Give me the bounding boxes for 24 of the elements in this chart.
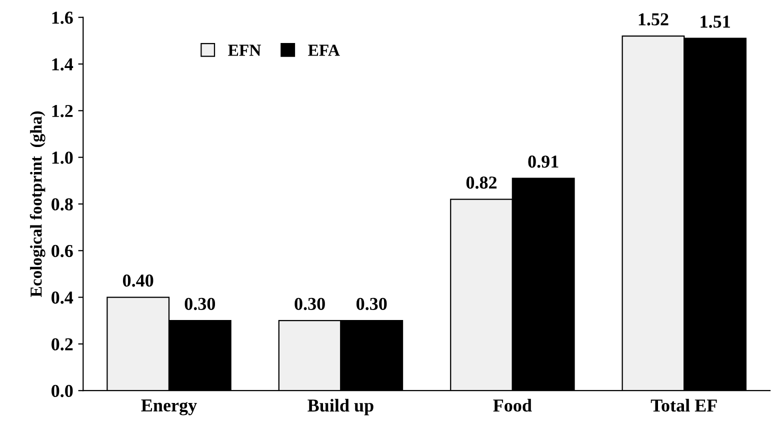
y-tick-label: 0.4 <box>52 292 74 304</box>
legend-label: EFA <box>308 44 340 56</box>
data-label: 0.30 <box>294 298 325 310</box>
y-axis-title: Ecological footprint (gha) <box>30 111 46 297</box>
data-label: 0.82 <box>466 176 497 189</box>
x-tick-label: Food <box>493 398 532 412</box>
x-tick-label: Build up <box>308 398 374 416</box>
legend-label: EFN <box>228 44 261 56</box>
y-tick-label: 1.6 <box>52 12 73 24</box>
x-tick-label: Energy <box>141 400 197 416</box>
data-label: 0.40 <box>122 274 154 287</box>
data-label: 0.30 <box>184 298 216 310</box>
y-tick-label: 1.0 <box>52 152 73 164</box>
y-tick-label: 0.2 <box>52 338 73 350</box>
y-tick-label: 0.8 <box>52 198 73 210</box>
y-tick-label: 0.0 <box>52 384 73 398</box>
data-label: 0.91 <box>528 156 558 168</box>
x-tick-label: Total EF <box>650 398 717 412</box>
y-tick-label: 1.4 <box>52 58 74 71</box>
data-label: 0.30 <box>356 298 387 310</box>
y-tick-label: 1.2 <box>52 104 73 118</box>
data-label: 1.51 <box>700 16 730 28</box>
y-tick-label: 0.6 <box>52 244 73 258</box>
data-label: 1.52 <box>638 13 668 26</box>
